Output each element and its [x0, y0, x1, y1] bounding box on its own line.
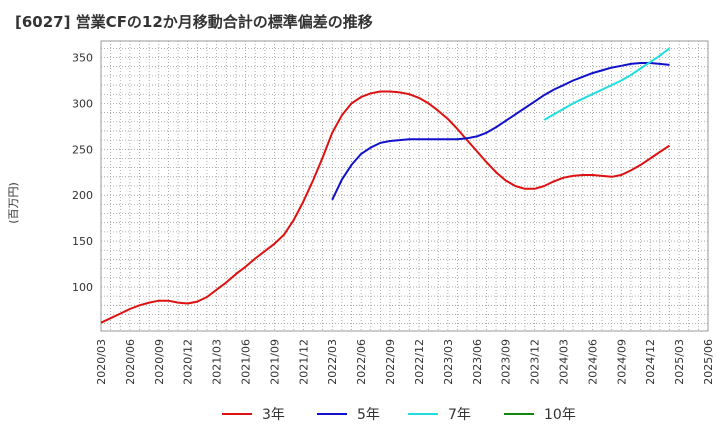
y-tick-label: 250	[72, 143, 93, 156]
chart-title: [6027] 営業CFの12か月移動合計の標準偏差の推移	[15, 13, 373, 31]
series-line-2	[543, 47, 671, 121]
y-tick-label: 300	[72, 97, 93, 110]
y-tick-label: 100	[72, 281, 93, 294]
x-tick-label: 2020/12	[182, 339, 195, 385]
x-tick-label: 2025/06	[702, 339, 715, 385]
x-tick-label: 2023/12	[529, 339, 542, 385]
y-tick-label: 150	[72, 235, 93, 248]
legend-label-3: 10年	[544, 407, 576, 423]
x-tick-label: 2021/03	[211, 339, 224, 385]
x-tick-label: 2024/03	[557, 339, 570, 385]
x-tick-label: 2023/06	[471, 339, 484, 385]
legend-label-0: 3年	[262, 407, 285, 423]
x-tick-label: 2021/06	[240, 339, 253, 385]
y-tick-label: 200	[72, 189, 93, 202]
x-tick-label: 2020/03	[95, 339, 108, 385]
x-tick-label: 2021/12	[297, 339, 310, 385]
legend-label-2: 7年	[448, 407, 471, 423]
x-tick-label: 2022/09	[384, 339, 397, 385]
x-tick-label: 2024/09	[615, 339, 628, 385]
x-tick-label: 2022/03	[326, 339, 339, 385]
x-tick-label: 2025/03	[673, 339, 686, 385]
x-tick-label: 2020/09	[153, 339, 166, 385]
y-axis-label: (百万円)	[7, 182, 20, 224]
series-line-0	[100, 90, 671, 324]
x-tick-label: 2021/09	[268, 339, 281, 385]
x-tick-label: 2023/03	[442, 339, 455, 385]
x-tick-label: 2024/06	[586, 339, 599, 385]
x-tick-label: 2022/12	[413, 339, 426, 385]
x-tick-label: 2022/06	[355, 339, 368, 385]
x-tick-label: 2024/12	[644, 339, 657, 385]
series-line-1	[331, 62, 670, 201]
x-tick-label: 2020/06	[124, 339, 137, 385]
x-tick-label: 2023/09	[500, 339, 513, 385]
legend-label-1: 5年	[357, 407, 380, 423]
y-tick-label: 350	[72, 52, 93, 65]
